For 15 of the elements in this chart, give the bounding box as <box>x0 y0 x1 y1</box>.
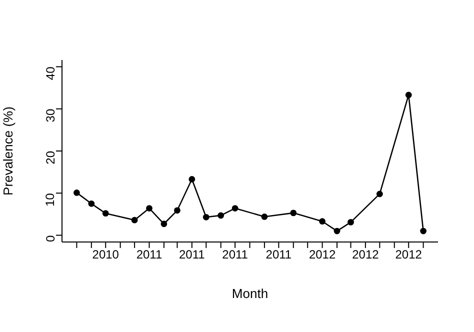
x-axis-title: Month <box>232 286 268 301</box>
y-tick-label: 30 <box>43 108 58 122</box>
y-tick-label: 0 <box>43 234 58 242</box>
y-tick-label: 10 <box>43 192 58 206</box>
x-tick-label: 2011 <box>222 248 248 262</box>
y-tick-label: 40 <box>43 66 58 80</box>
y-tick-label: 20 <box>43 150 58 164</box>
x-tick-label: 2012 <box>308 248 336 262</box>
x-tick-label: 2011 <box>136 248 162 262</box>
x-tick-label: 2012 <box>395 248 422 262</box>
x-tick-label: 2011 <box>179 248 206 262</box>
x-tick-label: 2011 <box>266 248 292 262</box>
x-tick-label: 2012 <box>352 248 380 262</box>
x-tick-label: 2010 <box>92 248 120 262</box>
y-axis-title: Prevalence (%) <box>0 106 16 196</box>
